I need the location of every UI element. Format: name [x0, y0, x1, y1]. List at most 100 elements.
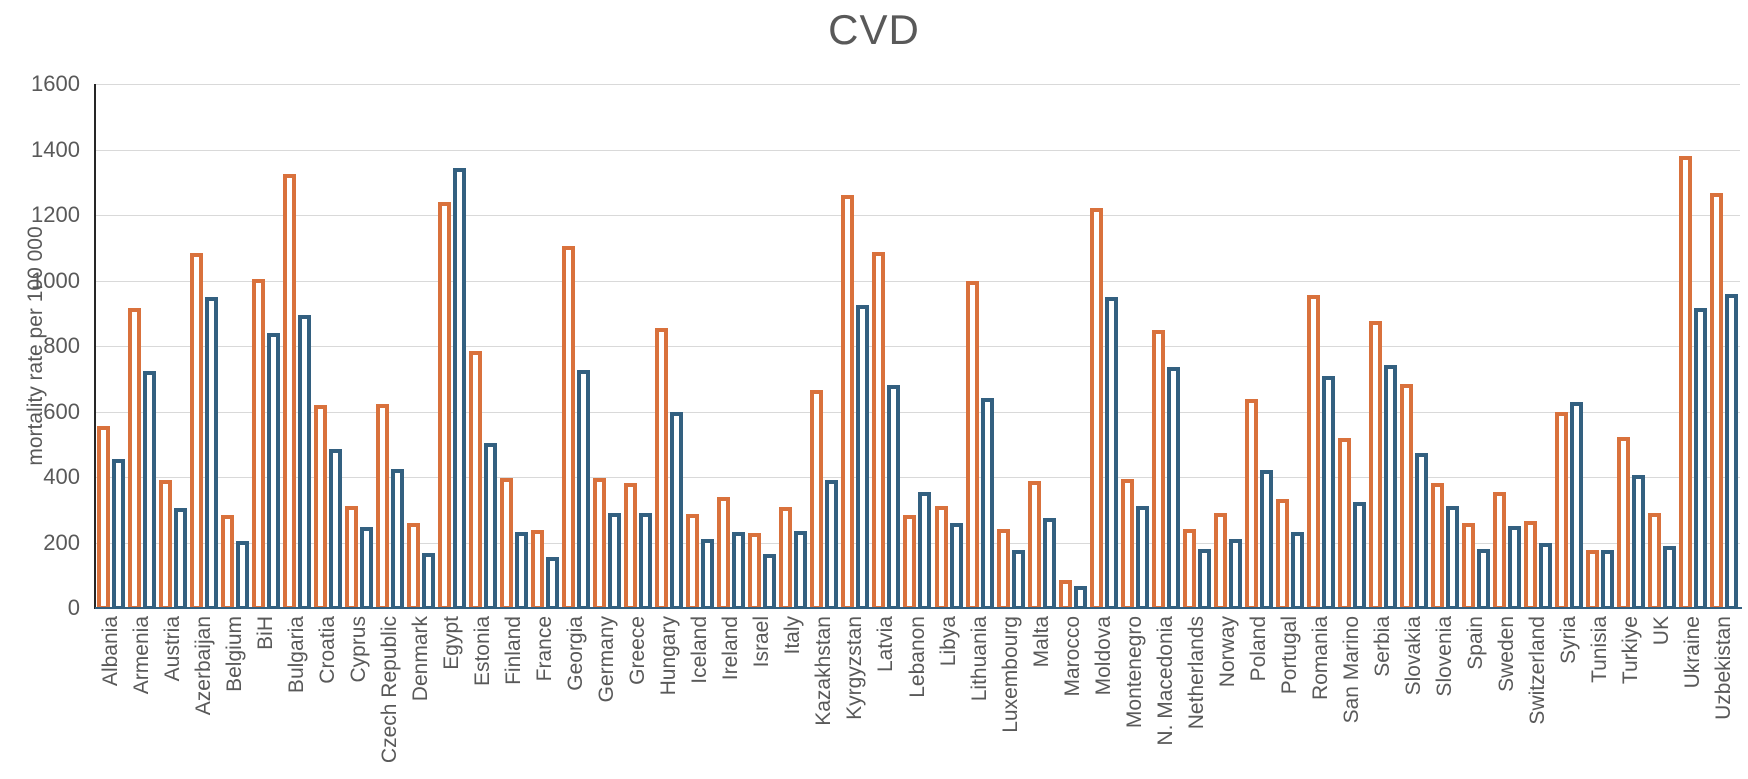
bar-group [1461, 84, 1492, 608]
x-tick-label: Czech Republic [377, 616, 401, 764]
x-tick-label: Hungary [657, 616, 681, 696]
bar-orange [406, 522, 420, 608]
x-axis-line [95, 607, 1742, 609]
bar-group [1585, 84, 1616, 608]
bar-orange [841, 195, 855, 608]
x-tick-label: Luxembourg [998, 616, 1022, 733]
bar-orange [1493, 492, 1507, 608]
x-tick-label: Poland [1246, 616, 1270, 682]
bar-blue [1384, 365, 1398, 608]
bar-blue [328, 448, 342, 608]
bar-group [467, 84, 498, 608]
x-tick-label: Italy [781, 616, 805, 655]
bar-blue [1290, 531, 1304, 608]
bar-orange [1431, 482, 1445, 608]
bar-orange [1275, 499, 1289, 608]
x-tick-label: Ireland [719, 616, 743, 681]
bar-group [809, 84, 840, 608]
bar-group [623, 84, 654, 608]
x-tick-label: Spain [1464, 616, 1488, 670]
bar-group [1492, 84, 1523, 608]
bar-group [188, 84, 219, 608]
bar-blue [949, 522, 963, 608]
y-tick-label: 200 [43, 529, 80, 555]
bar-orange [1306, 294, 1320, 608]
bar-group [933, 84, 964, 608]
x-tick-label: Lebanon [905, 616, 929, 698]
bar-orange [344, 505, 358, 608]
bar-group [126, 84, 157, 608]
bar-blue [235, 540, 249, 608]
bar-group [871, 84, 902, 608]
x-tick-label: San Marino [1340, 616, 1364, 724]
bar-group [561, 84, 592, 608]
bar-orange [748, 533, 762, 608]
bar-blue [1694, 308, 1708, 608]
bar-blue [1104, 296, 1118, 608]
gridline [95, 477, 1740, 478]
bar-group [840, 84, 871, 608]
gridline [95, 280, 1740, 282]
bar-orange [1213, 513, 1227, 608]
bar-blue [980, 398, 994, 608]
plot-area [95, 84, 1740, 608]
x-tick-label: Croatia [315, 616, 339, 684]
bar-orange [1058, 580, 1072, 608]
bar-orange [189, 252, 203, 608]
x-tick-label: Ukraine [1681, 616, 1705, 689]
x-tick-label: Montenegro [1122, 616, 1146, 729]
x-tick-label: Finland [502, 616, 525, 685]
bar-group [592, 84, 623, 608]
bar-group [1647, 84, 1678, 608]
bar-group [95, 84, 126, 608]
x-tick-label: BiH [253, 616, 277, 650]
x-tick-label: France [533, 616, 557, 682]
gridline [95, 215, 1740, 216]
bar-orange [562, 246, 576, 608]
bar-blue [515, 531, 528, 608]
bar-blue [701, 538, 715, 608]
bar-blue [670, 411, 684, 608]
bar-group [312, 84, 343, 608]
bar-group [1119, 84, 1150, 608]
bar-orange [1151, 329, 1165, 608]
bar-blue [856, 305, 870, 608]
x-tick-label: Kyrgyzstan [843, 616, 867, 720]
chart-title: CVD [828, 6, 920, 53]
x-tick-label: Austria [160, 616, 184, 682]
bar-blue [1011, 550, 1025, 608]
bar-group [1150, 84, 1181, 608]
bar-orange [500, 478, 513, 608]
bar-blue [1725, 294, 1739, 608]
bar-blue [421, 552, 435, 608]
x-tick-label: Israel [750, 616, 774, 668]
bar-orange [1617, 437, 1631, 608]
bar-blue [204, 296, 218, 608]
bar-blue [142, 370, 156, 608]
bar-blue [359, 527, 373, 608]
bar-blue [266, 332, 280, 608]
bar-orange [872, 251, 886, 608]
bar-blue [483, 442, 497, 608]
bar-group [1368, 84, 1399, 608]
bar-orange [437, 201, 451, 608]
bar-orange [1679, 156, 1693, 608]
y-tick-label: 600 [43, 398, 80, 424]
gridline [95, 346, 1740, 347]
bar-blue [732, 532, 746, 608]
bar-orange [1586, 550, 1600, 608]
bar-orange [810, 389, 824, 608]
bar-group [1337, 84, 1368, 608]
y-tick-label: 1400 [31, 136, 80, 162]
bar-blue [1539, 542, 1553, 608]
bar-blue [887, 384, 901, 608]
bar-blue [546, 556, 560, 608]
bar-orange [1369, 321, 1383, 608]
x-tick-label: Lithuania [967, 616, 991, 702]
bar-group [250, 84, 281, 608]
bar-blue [452, 167, 466, 608]
bar-blue [1259, 469, 1273, 608]
x-tick-label: Portugal [1277, 616, 1301, 695]
x-tick-label: Moldova [1091, 616, 1115, 696]
x-tick-label: Germany [595, 616, 619, 703]
